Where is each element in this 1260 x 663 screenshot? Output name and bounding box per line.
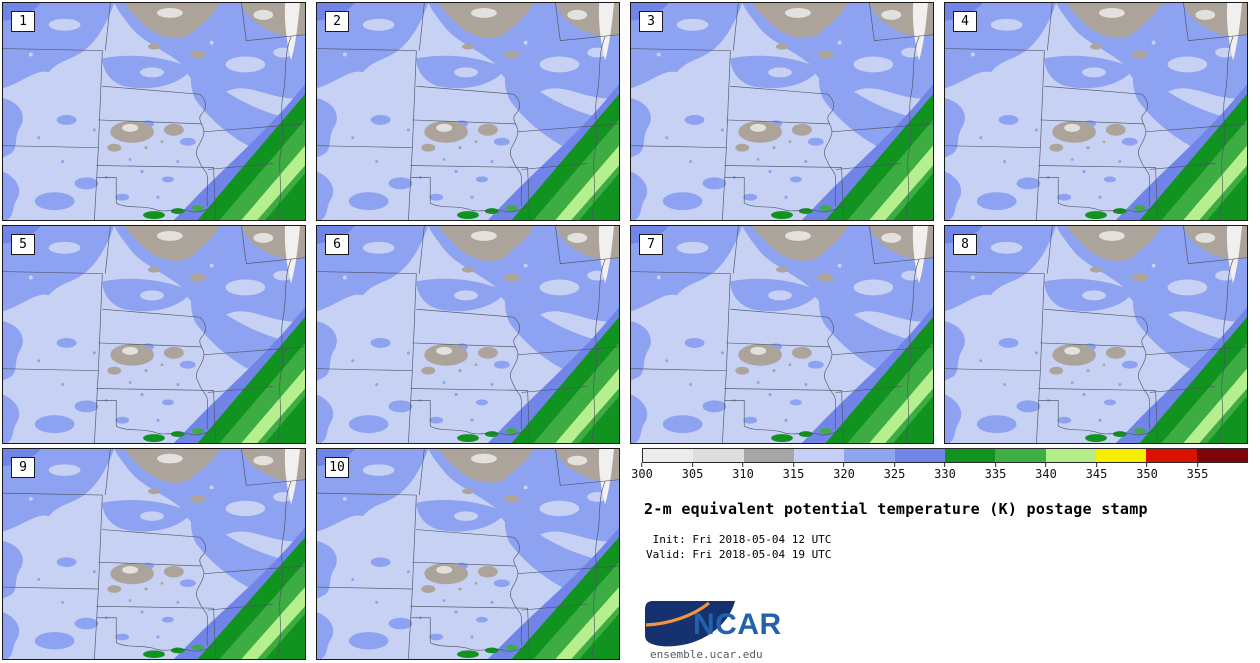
- theta-e-map: [631, 3, 933, 220]
- ncar-logo: NCAR: [645, 601, 805, 647]
- colorbar-tick-305: 305: [682, 463, 703, 481]
- colorbar-segment: [693, 449, 744, 462]
- colorbar-tick-310: 310: [732, 463, 754, 481]
- map-panel-8[interactable]: 8: [944, 225, 1248, 444]
- panel-number: 1: [19, 14, 27, 29]
- panel-number-label: 8: [953, 234, 977, 255]
- colorbar-segment: [894, 449, 945, 462]
- panel-number: 5: [19, 237, 27, 252]
- init-time: Init: Fri 2018-05-04 12 UTC: [646, 533, 832, 546]
- map-panel-2[interactable]: 2: [316, 2, 620, 221]
- panel-number: 6: [333, 237, 341, 252]
- panel-number-label: 5: [11, 234, 35, 255]
- theta-e-map: [317, 226, 619, 443]
- ncar-swoosh-icon: [645, 601, 735, 647]
- colorbar-tick-320: 320: [833, 463, 855, 481]
- panel-number-label: 2: [325, 11, 349, 32]
- panel-number: 10: [329, 460, 345, 475]
- colorbar-tick-315: 315: [783, 463, 804, 481]
- map-panel-7[interactable]: 7: [630, 225, 934, 444]
- panel-number: 7: [647, 237, 655, 252]
- ncar-wordmark: NCAR: [693, 608, 782, 641]
- panel-number: 9: [19, 460, 27, 475]
- theta-e-map: [317, 449, 619, 659]
- theta-e-map: [3, 449, 305, 659]
- colorbar-segment: [1196, 449, 1247, 462]
- panel-number-label: 10: [325, 457, 349, 478]
- theta-e-map: [945, 3, 1247, 220]
- map-panel-1[interactable]: 1: [2, 2, 306, 221]
- panel-number-label: 4: [953, 11, 977, 32]
- theta-e-map: [631, 226, 933, 443]
- panel-number: 3: [647, 14, 655, 29]
- panel-number-label: 3: [639, 11, 663, 32]
- colorbar-tick-340: 340: [1035, 463, 1057, 481]
- panel-number-label: 6: [325, 234, 349, 255]
- valid-time: Valid: Fri 2018-05-04 19 UTC: [646, 548, 832, 561]
- colorbar-tick-335: 335: [985, 463, 1006, 481]
- colorbar-segment: [1045, 449, 1096, 462]
- theta-e-map: [945, 226, 1247, 443]
- site-url[interactable]: ensemble.ucar.edu: [650, 648, 763, 661]
- colorbar-tick-300: 300: [631, 463, 653, 481]
- map-panel-3[interactable]: 3: [630, 2, 934, 221]
- colorbar-segment: [1095, 449, 1147, 462]
- colorbar-segment: [995, 449, 1046, 462]
- panel-number-label: 9: [11, 457, 35, 478]
- colorbar-segment: [793, 449, 845, 462]
- panel-number-label: 1: [11, 11, 35, 32]
- panel-number: 2: [333, 14, 341, 29]
- map-panel-4[interactable]: 4: [944, 2, 1248, 221]
- colorbar-tick-355: 355: [1187, 463, 1208, 481]
- theta-e-map: [3, 226, 305, 443]
- colorbar-segment: [743, 449, 794, 462]
- colorbar-tick-345: 345: [1086, 463, 1107, 481]
- map-panel-9[interactable]: 9: [2, 448, 306, 660]
- colorbar-tick-330: 330: [934, 463, 956, 481]
- panel-number: 4: [961, 14, 969, 29]
- map-panel-10[interactable]: 10: [316, 448, 620, 660]
- map-panel-5[interactable]: 5: [2, 225, 306, 444]
- colorbar-tick-350: 350: [1136, 463, 1158, 481]
- colorbar: [642, 448, 1248, 463]
- panel-number-label: 7: [639, 234, 663, 255]
- theta-e-map: [317, 3, 619, 220]
- colorbar-segment: [844, 449, 895, 462]
- map-panel-6[interactable]: 6: [316, 225, 620, 444]
- figure-title: 2-m equivalent potential temperature (K)…: [644, 500, 1148, 518]
- colorbar-tick-325: 325: [884, 463, 905, 481]
- panel-number: 8: [961, 237, 969, 252]
- colorbar-segment: [1146, 449, 1197, 462]
- colorbar-segment: [643, 449, 694, 462]
- colorbar-segment: [944, 449, 996, 462]
- theta-e-map: [3, 3, 305, 220]
